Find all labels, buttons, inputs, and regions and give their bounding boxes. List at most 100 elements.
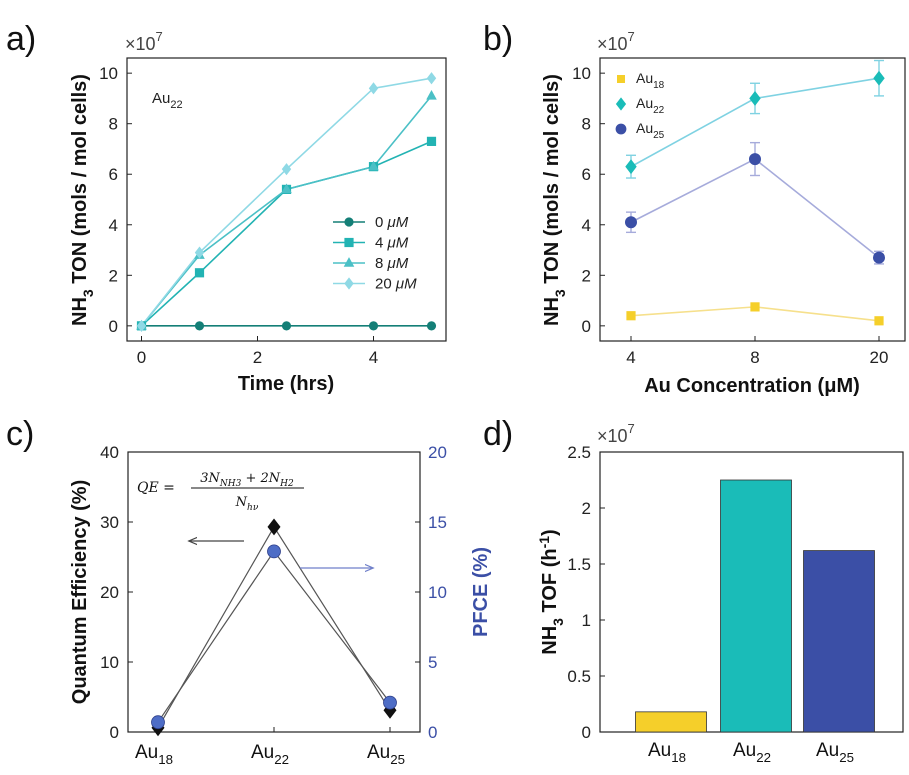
panel-b-data-point bbox=[873, 70, 885, 86]
panel-d-xtick-label-base: Au bbox=[648, 740, 671, 761]
panel-a-data-point bbox=[281, 183, 292, 194]
panel-c-xtick-label-base: Au bbox=[135, 742, 158, 763]
panel-c-xtick-label-sub: 22 bbox=[274, 752, 289, 767]
panel-b-data-point bbox=[873, 251, 886, 264]
panel-a-annotation: Au22 bbox=[152, 90, 183, 111]
equation-denominator: Nhν bbox=[235, 495, 259, 513]
panel-a-data-point bbox=[426, 321, 437, 331]
panel-a-xtick-label: 0 bbox=[137, 348, 146, 367]
panel-b-plot-box bbox=[599, 57, 906, 342]
panel-a-label: a) bbox=[6, 20, 36, 58]
panel-a-ytick-label: 10 bbox=[99, 64, 118, 83]
panel-b-ytick-label: 2 bbox=[582, 266, 591, 285]
panel-a-ytick-label: 4 bbox=[109, 216, 118, 235]
panel-c-pfce-point bbox=[267, 544, 281, 559]
panel-b-legend-label: Au18 bbox=[636, 70, 665, 91]
panel-a-ytick-label: 2 bbox=[109, 266, 118, 285]
panel-b-xtick-label: 8 bbox=[750, 348, 759, 367]
panel-d-ylabel: NH3 TOF (h-1) bbox=[536, 529, 566, 654]
panel-b-legend-sub: 18 bbox=[653, 80, 665, 91]
panel-d-bar bbox=[635, 711, 707, 733]
panel-a-legend-label: 20 μM bbox=[375, 276, 417, 293]
panel-c-ytick-left-label: 0 bbox=[110, 723, 119, 742]
panel-a-ytick-label: 8 bbox=[109, 115, 118, 134]
panel-d-ytick-label: 2.5 bbox=[567, 443, 591, 462]
panel-b-ticks: 0 2 4 6 8 10 4 8 20 bbox=[572, 64, 888, 367]
panel-b-ytick-label: 6 bbox=[582, 165, 591, 184]
panel-a-legend-marker bbox=[344, 277, 354, 290]
panel-c-ytick-right-label: 0 bbox=[428, 723, 437, 742]
panel-a-legend-label: 0 μM bbox=[375, 214, 409, 231]
panel-a-legend-marker bbox=[344, 217, 354, 227]
panel-d-ytick-label: 1.5 bbox=[567, 555, 591, 574]
panel-a-legend-unit: μM bbox=[387, 214, 409, 231]
panel-a-xtick-label: 4 bbox=[369, 348, 378, 367]
panel-b-data-point bbox=[625, 216, 638, 229]
panel-a-legend-marker bbox=[343, 257, 355, 267]
equation-lhs: QE = bbox=[137, 480, 175, 496]
equation-numerator: 3NNH3 + 2NH2 bbox=[200, 471, 294, 489]
panel-a-legend-label: 4 μM bbox=[375, 235, 409, 252]
panel-d-label: d) bbox=[483, 415, 513, 453]
panel-c-xtick-label-sub: 25 bbox=[390, 752, 405, 767]
panel-b-label: b) bbox=[483, 20, 513, 58]
panel-b-legend-label: Au22 bbox=[636, 95, 665, 116]
panel-c-series bbox=[151, 518, 397, 737]
panel-a-data-point bbox=[194, 321, 205, 331]
panel-d-xtick-label: Au22 bbox=[733, 740, 771, 765]
panel-c-ylabel-left: Quantum Efficiency (%) bbox=[69, 480, 91, 704]
panel-a-data-point bbox=[368, 160, 379, 171]
panel-d-ytick-label: 0.5 bbox=[567, 667, 591, 686]
panel-a-legend-unit: μM bbox=[387, 235, 409, 252]
panel-d-ytick-label: 1 bbox=[582, 611, 591, 630]
panel-b-ytick-label: 10 bbox=[572, 64, 591, 83]
panel-c-label: c) bbox=[6, 415, 34, 453]
panel-c-xtick-label-sub: 18 bbox=[158, 752, 173, 767]
panel-a-series bbox=[136, 72, 437, 332]
panel-b-legend-marker bbox=[615, 97, 627, 111]
panel-b-data-point bbox=[625, 159, 637, 175]
panel-a-data-point bbox=[426, 136, 437, 146]
panel-a-xlabel: Time (hrs) bbox=[238, 373, 334, 395]
panel-a-ticks: 0 2 4 6 8 10 0 2 4 bbox=[99, 64, 378, 367]
panel-c-ytick-left-label: 40 bbox=[100, 443, 119, 462]
panel-d-xtick-label-sub: 22 bbox=[756, 750, 771, 765]
qe-equation: QE = 3NNH3 + 2NH2 Nhν bbox=[137, 471, 304, 513]
panel-c-xtick-label: Au22 bbox=[251, 742, 289, 767]
panel-a-data-point bbox=[368, 321, 379, 331]
panel-a-data-point bbox=[426, 72, 437, 85]
panel-c-xtick-label: Au25 bbox=[367, 742, 405, 767]
panel-a-data-point bbox=[426, 90, 437, 100]
panel-a-xtick-label: 2 bbox=[253, 348, 262, 367]
panel-b-xtick-label: 20 bbox=[870, 348, 889, 367]
panel-b-legend-base: Au bbox=[636, 120, 653, 136]
panel-b-legend-marker bbox=[617, 75, 626, 84]
panel-a-ylabel: NH3 TON (mols / mol cells) bbox=[69, 74, 96, 326]
panel-a-data-point bbox=[368, 82, 379, 95]
panel-b-data-point bbox=[750, 302, 760, 312]
panel-c-ytick-left-label: 20 bbox=[100, 583, 119, 602]
panel-b-legend-base: Au bbox=[636, 70, 653, 86]
panel-d-xtick-label-base: Au bbox=[816, 740, 839, 761]
panel-a-ytick-label: 6 bbox=[109, 165, 118, 184]
panel-a-data-point bbox=[194, 268, 205, 278]
panel-a-data-point bbox=[136, 319, 147, 332]
panel-d-xtick-label-sub: 18 bbox=[671, 750, 686, 765]
panel-c-ylabel-right: PFCE (%) bbox=[470, 547, 492, 637]
panel-b-legend-marker bbox=[615, 123, 627, 135]
panel-a-legend-value: 0 bbox=[375, 214, 388, 231]
panel-d-xtick-label: Au18 bbox=[648, 740, 686, 765]
panel-b-xtick-label: 4 bbox=[626, 348, 635, 367]
panel-a-data-point bbox=[194, 246, 205, 259]
panel-b-ytick-label: 8 bbox=[582, 115, 591, 134]
panel-c-xtick-label-base: Au bbox=[367, 742, 390, 763]
panel-c-ytick-right-label: 15 bbox=[428, 513, 447, 532]
panel-a-plot-box bbox=[126, 57, 447, 342]
panel-c-pfce-line bbox=[157, 550, 391, 723]
panel-b-ytick-label: 0 bbox=[582, 317, 591, 336]
panel-a-legend-value: 20 bbox=[375, 276, 396, 293]
